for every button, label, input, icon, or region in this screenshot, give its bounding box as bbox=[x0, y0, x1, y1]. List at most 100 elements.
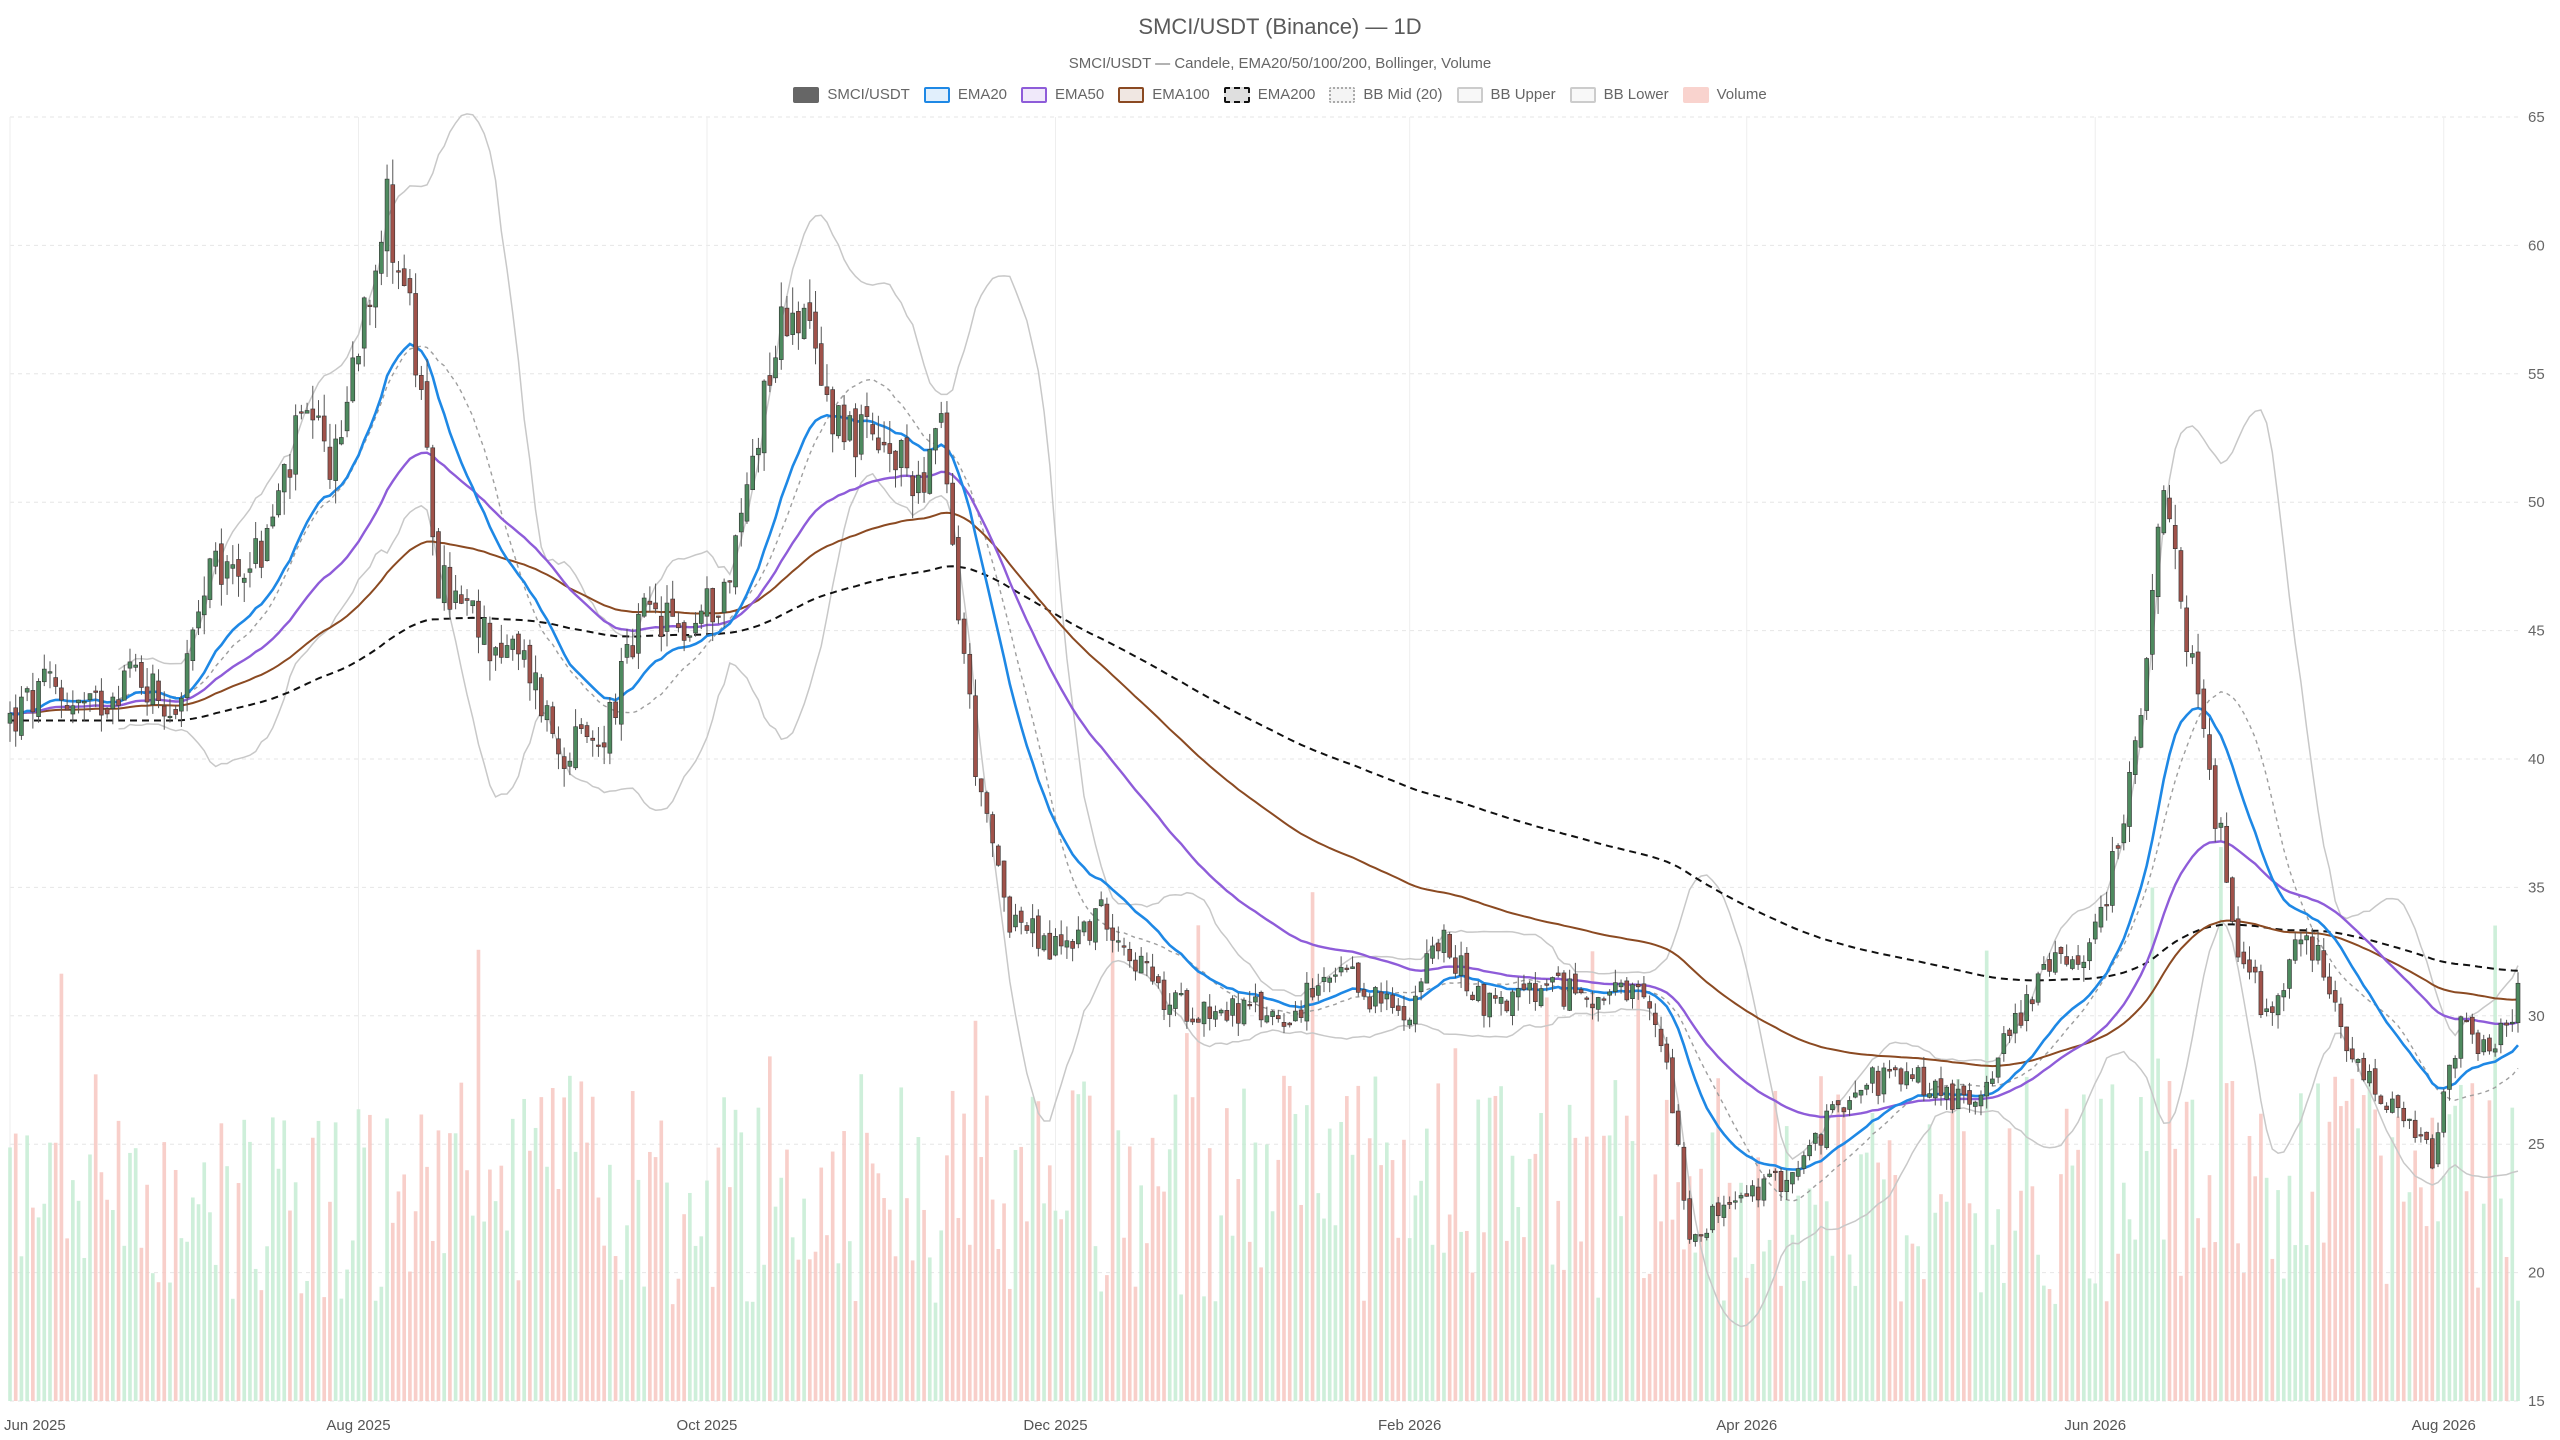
candle-body bbox=[1693, 1234, 1698, 1242]
volume-bar bbox=[1179, 1294, 1183, 1401]
volume-bar bbox=[1424, 1128, 1429, 1401]
candle-body bbox=[1932, 1080, 1938, 1099]
volume-bar bbox=[882, 1198, 886, 1401]
candle-body bbox=[2195, 651, 2201, 695]
volume-bar bbox=[516, 1280, 521, 1401]
candle-body bbox=[1715, 1202, 1721, 1217]
volume-bar bbox=[2099, 1098, 2103, 1401]
x-tick-label: Aug 2026 bbox=[2412, 1417, 2476, 1434]
candle-body bbox=[481, 617, 487, 645]
candle-body bbox=[1595, 997, 1601, 1010]
candle-body bbox=[773, 357, 778, 379]
volume-bar bbox=[739, 1132, 744, 1401]
volume-bar bbox=[1287, 1085, 1292, 1401]
volume-bar bbox=[1642, 1278, 1646, 1401]
volume-bar bbox=[1362, 1300, 1366, 1401]
ema100-line bbox=[9, 511, 2519, 1068]
volume-bar bbox=[2481, 1203, 2486, 1401]
volume-bar bbox=[870, 1163, 875, 1401]
candle-body bbox=[601, 742, 607, 748]
volume-bar bbox=[1664, 1099, 1669, 1401]
candle-body bbox=[1607, 991, 1612, 996]
candle-body bbox=[1778, 1171, 1784, 1192]
candle-body bbox=[2418, 1134, 2424, 1137]
volume-bar bbox=[2139, 1097, 2143, 1401]
candle-body bbox=[1915, 1067, 1921, 1083]
volume-bar bbox=[2030, 1186, 2035, 1401]
volume-bar bbox=[219, 1123, 224, 1401]
volume-bar bbox=[1345, 1096, 1349, 1401]
candle-body bbox=[104, 708, 110, 715]
volume-bar bbox=[1116, 1130, 1121, 1401]
volume-bar bbox=[419, 1114, 424, 1401]
legend-item[interactable]: EMA20 bbox=[923, 86, 1007, 103]
volume-bar bbox=[785, 1149, 789, 1401]
candle-body bbox=[81, 701, 87, 704]
volume-bar bbox=[1459, 1231, 1463, 1401]
volume-bar bbox=[922, 1209, 926, 1401]
volume-bar bbox=[2447, 1114, 2452, 1401]
candle-body bbox=[1498, 997, 1504, 1004]
volume-bar bbox=[1853, 1285, 1858, 1401]
candle-body bbox=[2098, 906, 2104, 928]
candle-body bbox=[2007, 1029, 2012, 1036]
volume-bar bbox=[1110, 928, 1115, 1401]
volume-bar bbox=[1784, 1126, 1789, 1401]
volume-bar bbox=[1076, 1094, 1081, 1401]
volume-bar bbox=[111, 1210, 115, 1401]
volume-bar bbox=[1842, 1108, 1846, 1401]
legend-item[interactable]: BB Mid (20) bbox=[1329, 86, 1443, 103]
legend-item[interactable]: EMA100 bbox=[1118, 86, 1210, 103]
candle-body bbox=[2475, 1032, 2481, 1054]
candle-body bbox=[1801, 1155, 1807, 1169]
candle-body bbox=[390, 184, 396, 263]
candle-body bbox=[339, 437, 344, 445]
candle-body bbox=[1224, 1010, 1230, 1021]
candle-body bbox=[2224, 825, 2229, 883]
volume-bar bbox=[1065, 1210, 1069, 1401]
volume-bar bbox=[1259, 1267, 1263, 1401]
volume-bar bbox=[2367, 1079, 2372, 1401]
candle-body bbox=[1487, 992, 1492, 1018]
volume-bar bbox=[1447, 1214, 1452, 1401]
volume-bar bbox=[173, 1169, 178, 1401]
candle-body bbox=[881, 441, 887, 446]
volume-bar bbox=[2464, 1191, 2469, 1401]
legend-item[interactable]: EMA200 bbox=[1223, 86, 1315, 103]
candle-body bbox=[1344, 967, 1350, 970]
x-tick-label: Jun 2025 bbox=[4, 1417, 66, 1434]
candle-body bbox=[1527, 982, 1532, 991]
legend-item[interactable]: Volume bbox=[1682, 86, 1767, 103]
candle-body bbox=[1584, 997, 1590, 1000]
volume-bar bbox=[2236, 1243, 2240, 1401]
legend-item[interactable]: BB Lower bbox=[1569, 86, 1669, 103]
candle-body bbox=[1813, 1132, 1818, 1144]
legend-item[interactable]: EMA50 bbox=[1021, 86, 1104, 103]
volume-bar bbox=[1276, 1159, 1281, 1401]
candle-body bbox=[1733, 1200, 1738, 1203]
candle-body bbox=[956, 537, 961, 621]
candle-body bbox=[2350, 1048, 2355, 1060]
candle-body bbox=[1927, 1093, 1932, 1098]
legend-item[interactable]: SMCI/USDT bbox=[793, 86, 910, 103]
volume-bar bbox=[887, 1209, 892, 1401]
volume-bar bbox=[1670, 1219, 1675, 1401]
volume-bar bbox=[53, 1142, 58, 1401]
volume-bar bbox=[1910, 1243, 1915, 1401]
candle-body bbox=[1938, 1078, 1944, 1096]
volume-bar bbox=[573, 1151, 578, 1401]
candle-body bbox=[276, 490, 281, 516]
volume-bar bbox=[1385, 1142, 1389, 1401]
volume-bar bbox=[1584, 1136, 1589, 1401]
candle-body bbox=[350, 357, 356, 402]
volume-bar bbox=[2339, 1106, 2343, 1401]
volume-bar bbox=[1659, 1221, 1663, 1401]
candle-body bbox=[93, 690, 98, 693]
legend-item[interactable]: BB Upper bbox=[1456, 86, 1556, 103]
volume-bar bbox=[1082, 1081, 1086, 1401]
candle-body bbox=[630, 645, 636, 658]
candle-body bbox=[150, 673, 156, 705]
volume-bar bbox=[1127, 1146, 1132, 1401]
candle-body bbox=[1378, 991, 1384, 1004]
volume-bar bbox=[916, 1137, 921, 1401]
